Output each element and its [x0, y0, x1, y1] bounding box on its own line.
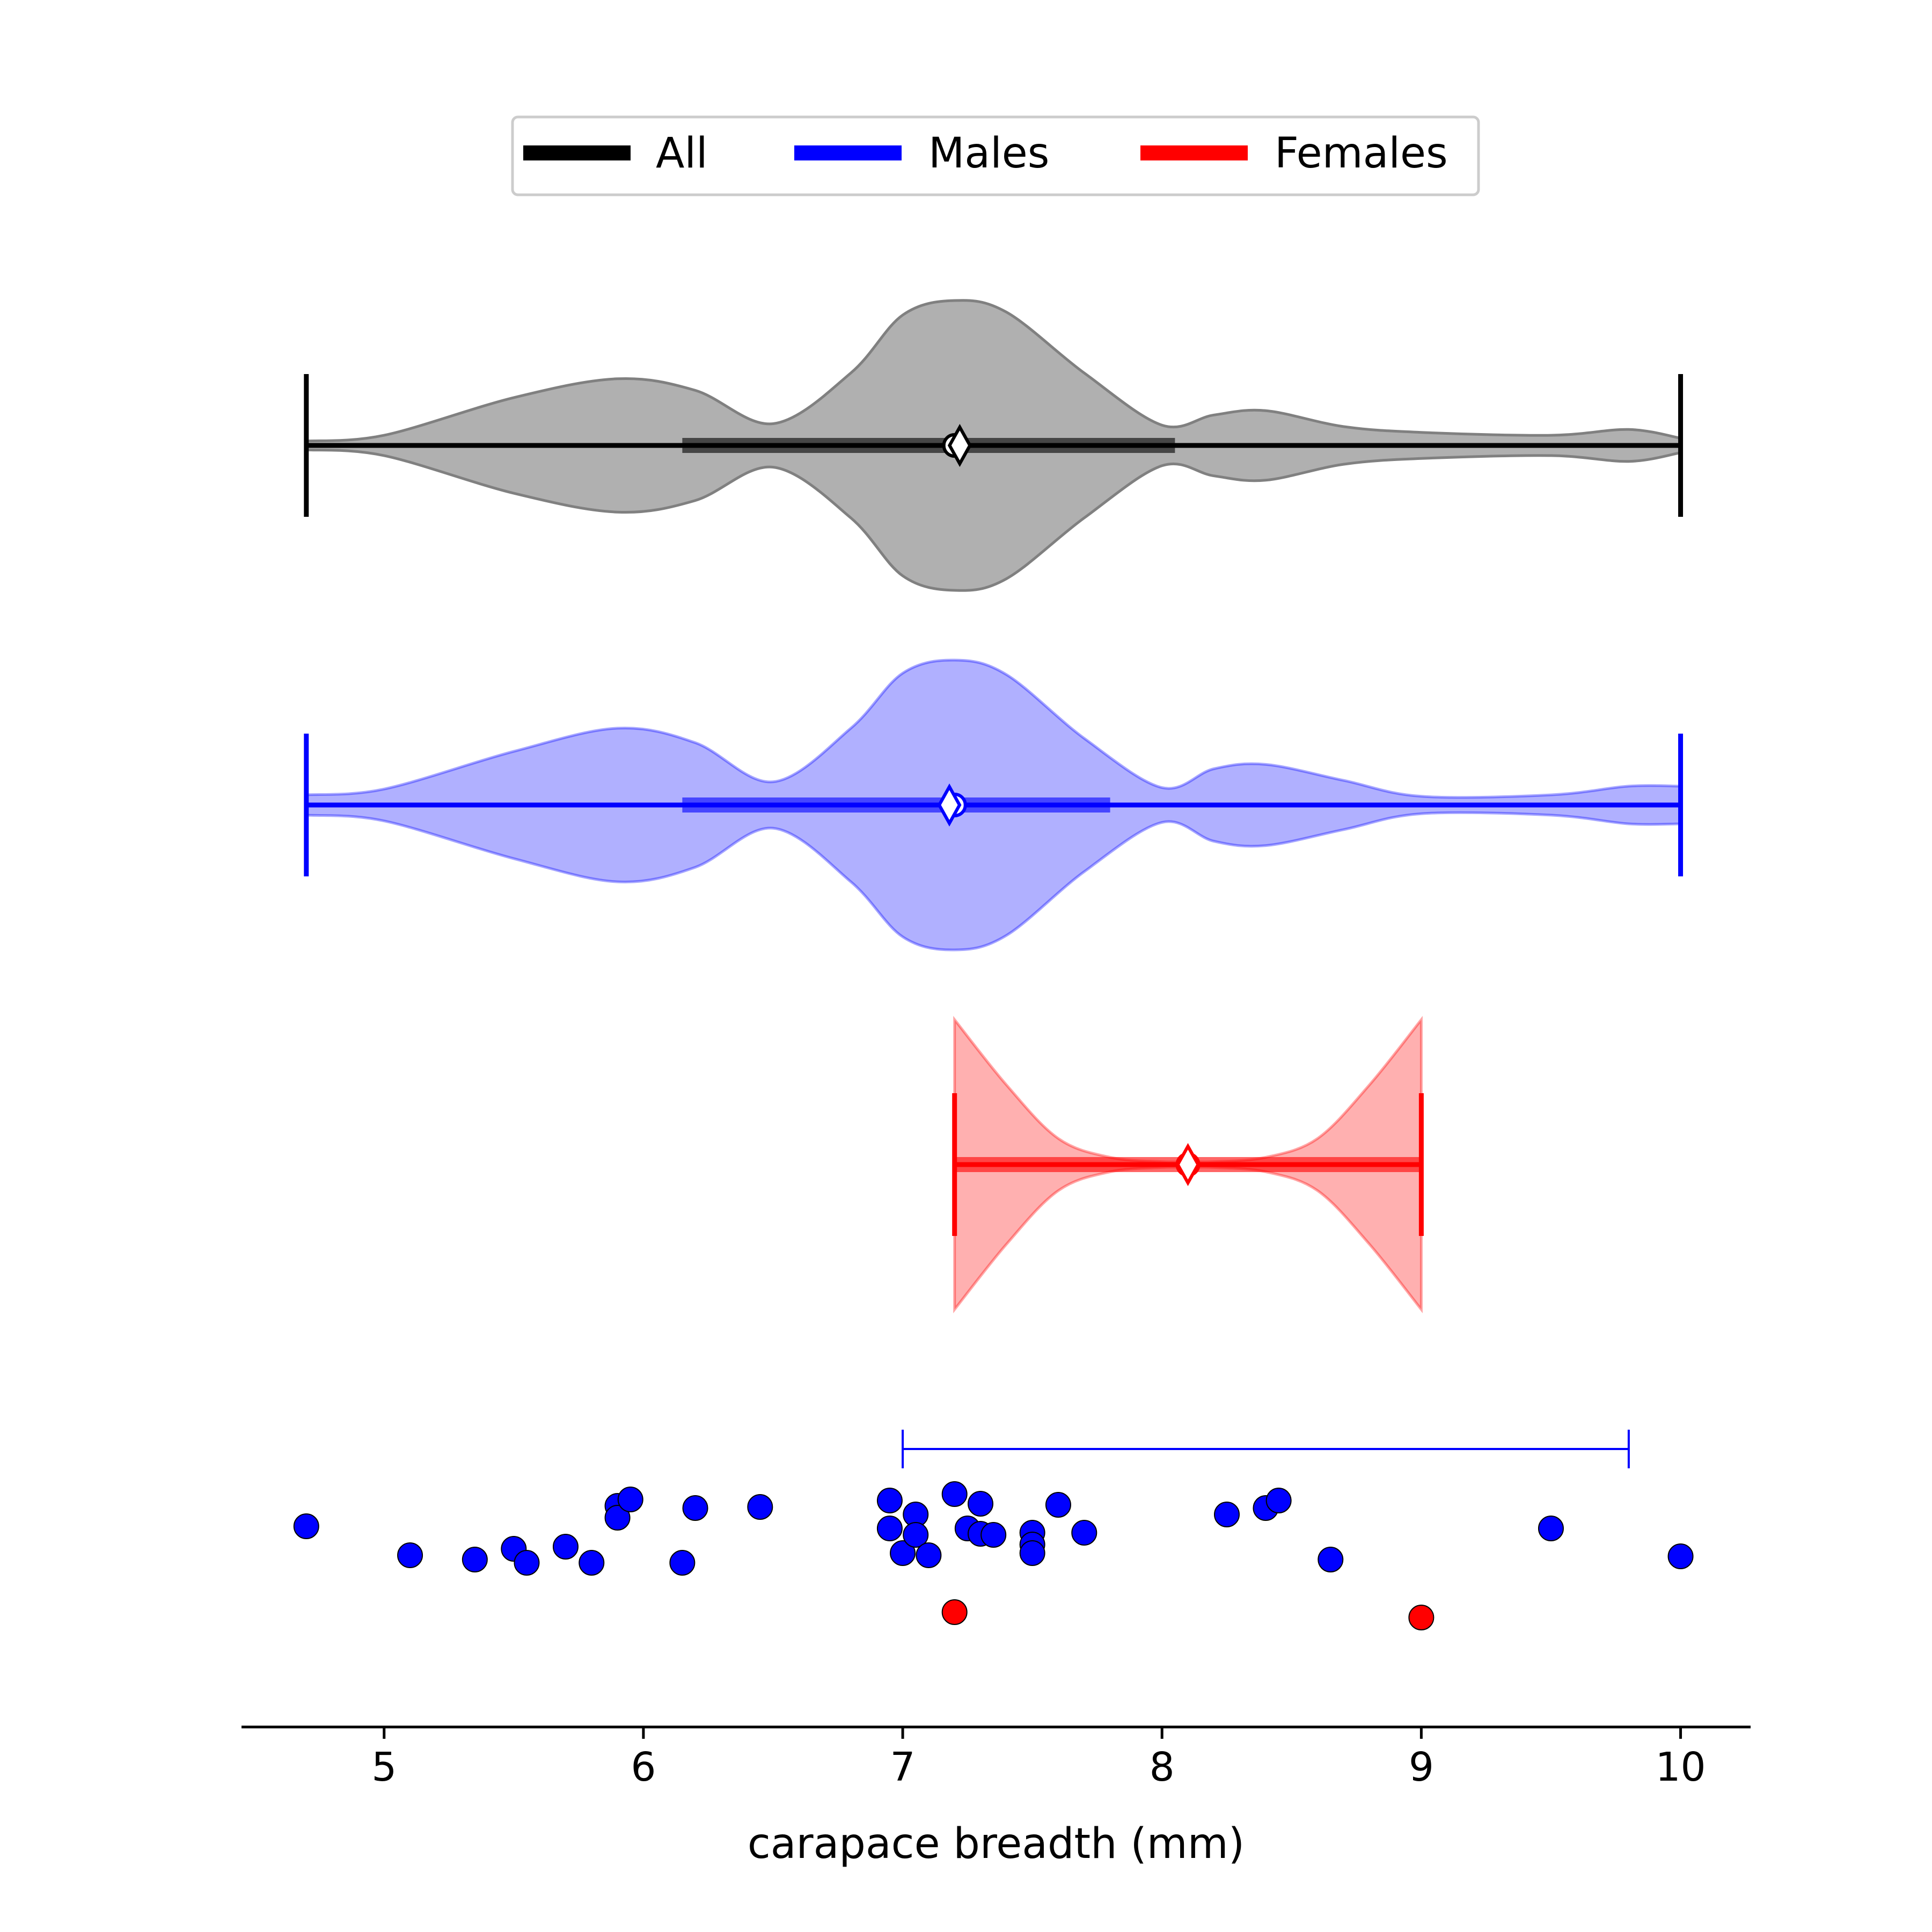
legend: All Males Females [511, 115, 1480, 196]
male-data-point [669, 1550, 696, 1576]
male-data-point [1045, 1492, 1071, 1518]
strip-points [293, 1481, 1694, 1630]
x-tick-label: 6 [631, 1744, 656, 1790]
male-data-point [980, 1522, 1007, 1548]
male-data-point [397, 1542, 423, 1568]
male-data-point [903, 1522, 929, 1548]
male-data-point [1214, 1502, 1240, 1527]
male-data-point [941, 1481, 968, 1507]
male-data-point [876, 1488, 903, 1513]
x-axis-ticks: 5 6 7 8 9 10 [371, 1727, 1706, 1790]
x-tick-label: 5 [371, 1744, 397, 1790]
female-data-point [941, 1599, 968, 1625]
x-tick-label: 10 [1655, 1744, 1706, 1790]
male-data-point [968, 1491, 994, 1517]
male-data-point [1071, 1520, 1097, 1546]
male-data-point [1019, 1540, 1045, 1566]
male-data-point [462, 1547, 488, 1572]
male-data-point [747, 1494, 773, 1520]
male-data-point [1667, 1543, 1694, 1569]
male-data-point [682, 1495, 708, 1521]
female-data-point [1408, 1605, 1435, 1630]
violin-all [304, 299, 1684, 592]
male-data-point [916, 1542, 942, 1568]
male-data-point [579, 1550, 605, 1576]
male-data-point [1538, 1516, 1564, 1541]
range-bracket [902, 1430, 1630, 1468]
violin-males [304, 658, 1684, 952]
x-axis: 5 6 7 8 9 10 carapace breadth (mm) [241, 1725, 1751, 1868]
violin-females-mean-marker [1176, 1143, 1200, 1187]
violin-all-mean-marker [947, 423, 972, 467]
male-data-point [604, 1505, 631, 1531]
violin-females [952, 1015, 1424, 1314]
male-data-point [890, 1540, 916, 1566]
male-data-point [552, 1534, 579, 1560]
male-data-point [617, 1487, 643, 1512]
legend-label-all: All [656, 129, 708, 178]
x-tick-label: 9 [1409, 1744, 1434, 1790]
male-data-point [1318, 1547, 1344, 1572]
violin-males-mean-marker [937, 783, 962, 827]
male-data-point [1265, 1488, 1292, 1513]
x-tick-label: 8 [1150, 1744, 1175, 1790]
male-data-point [514, 1550, 540, 1576]
x-tick-label: 7 [890, 1744, 916, 1790]
x-axis-label: carapace breadth (mm) [748, 1820, 1245, 1868]
male-data-point [876, 1516, 903, 1541]
legend-label-females: Females [1275, 129, 1448, 178]
male-data-point [293, 1513, 319, 1539]
legend-frame [511, 115, 1480, 196]
legend-label-males: Males [928, 129, 1049, 178]
